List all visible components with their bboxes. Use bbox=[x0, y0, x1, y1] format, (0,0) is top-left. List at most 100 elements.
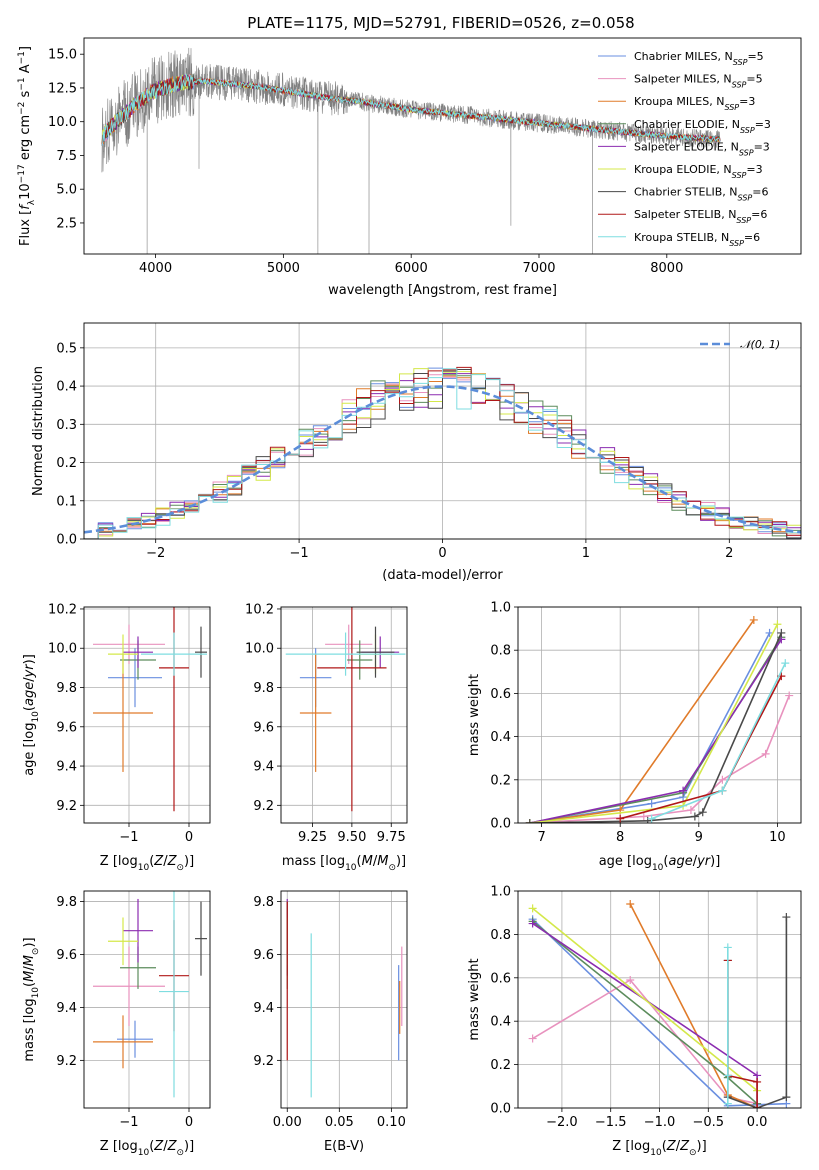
y-tick-label: 9.6 bbox=[253, 720, 274, 735]
y-tick-label: 0.3 bbox=[56, 418, 77, 433]
x-axis-label: E(B-V) bbox=[324, 1139, 364, 1154]
y-axis-label: mass weight bbox=[467, 674, 482, 756]
x-tick-label: 4000 bbox=[139, 261, 172, 276]
errorbar-point bbox=[325, 624, 373, 664]
x-axis-label: Z [log10(Z/Z⊙)] bbox=[100, 1139, 194, 1158]
y-tick-label: 9.8 bbox=[56, 681, 77, 696]
errorbar-point bbox=[123, 636, 153, 668]
y-tick-label: 10.0 bbox=[48, 642, 77, 657]
x-tick-label: 7 bbox=[537, 830, 545, 845]
point-marker bbox=[626, 900, 635, 909]
x-tick-label: 0 bbox=[438, 546, 446, 561]
point-marker bbox=[761, 749, 770, 758]
y-tick-label: 10.2 bbox=[48, 602, 77, 617]
point-marker bbox=[781, 659, 790, 668]
point-marker bbox=[647, 799, 656, 808]
x-tick-label: 8000 bbox=[650, 261, 683, 276]
x-tick-label: 5000 bbox=[267, 261, 300, 276]
mass-weight-series bbox=[626, 900, 762, 1108]
y-tick-label: 9.2 bbox=[253, 799, 274, 814]
y-tick-label: 9.4 bbox=[253, 1001, 274, 1016]
x-tick-label: −1.5 bbox=[595, 1115, 627, 1130]
panel-residuals: −2 −1 0 1 2 0.0 0.1 0.2 0.3 0.4 0.5 𝒩(0, 1) (data-mo… bbox=[31, 322, 802, 583]
x-axis-label: (data-model)/error bbox=[382, 568, 503, 583]
x-tick-label: −1 bbox=[290, 546, 309, 561]
y-tick-label: 12.5 bbox=[48, 81, 77, 96]
x-tick-label: 0.00 bbox=[273, 1115, 302, 1130]
point-marker bbox=[753, 1077, 762, 1086]
panel-age-vs-Z: −1 0 9.2 9.4 9.6 9.8 10.0 10.2 Z [log10(Z/Z⊙)] ag… bbox=[22, 602, 211, 873]
errorbar-point bbox=[347, 640, 373, 680]
y-tick-label: 1.0 bbox=[490, 601, 511, 616]
panel-mass-vs-Z: −1 0 9.2 9.4 9.6 9.8 Z [log10(Z/Z⊙)] mass [log1… bbox=[22, 890, 211, 1158]
point-marker bbox=[528, 1034, 537, 1043]
x-tick-label: −1 bbox=[119, 830, 138, 845]
legend-entry: Kroupa MILES, NSSP=3 bbox=[634, 95, 755, 112]
legend-entry: Chabrier STELIB, NSSP=6 bbox=[634, 186, 768, 203]
model-spectrum-line bbox=[101, 72, 721, 147]
y-axis-label: mass weight bbox=[467, 958, 482, 1040]
axes-frame bbox=[83, 890, 211, 1109]
figure-title: PLATE=1175, MJD=52791, FIBERID=0526, z=0… bbox=[247, 14, 634, 32]
errorbar-point bbox=[108, 634, 138, 674]
x-tick-label: 0.0 bbox=[747, 1115, 768, 1130]
axes-frame bbox=[83, 322, 802, 540]
point-marker bbox=[782, 1093, 791, 1102]
y-tick-label: 0.0 bbox=[490, 1102, 511, 1117]
y-tick-label: 15.0 bbox=[48, 48, 77, 63]
y-tick-label: 1.0 bbox=[490, 885, 511, 900]
point-marker bbox=[785, 691, 794, 700]
legend-entry: 𝒩(0, 1) bbox=[740, 338, 780, 351]
y-axis-label: Normed distribution bbox=[31, 366, 46, 496]
mass-weight-series bbox=[525, 691, 794, 823]
x-tick-label: 9.25 bbox=[298, 830, 327, 845]
plot-area bbox=[528, 900, 791, 1108]
plot-area bbox=[285, 607, 406, 812]
panel-spectrum: 4000 5000 6000 7000 8000 2.5 5.0 7.5 10.0 12.5 15.… bbox=[17, 37, 802, 298]
x-axis-label: Z [log10(Z/Z⊙)] bbox=[100, 854, 194, 873]
point-marker bbox=[782, 913, 791, 922]
x-tick-label: 0.10 bbox=[377, 1115, 406, 1130]
x-tick-label: 0.05 bbox=[325, 1115, 354, 1130]
errorbar-point bbox=[159, 891, 189, 1098]
y-tick-label: 9.8 bbox=[253, 681, 274, 696]
errorbar-point bbox=[93, 624, 165, 664]
y-tick-label: 9.2 bbox=[56, 1054, 77, 1069]
x-tick-label: 9.75 bbox=[377, 830, 406, 845]
y-tick-label: 0.2 bbox=[56, 456, 77, 471]
point-marker bbox=[616, 814, 625, 823]
errorbar-point bbox=[299, 654, 332, 772]
x-tick-label: 1 bbox=[582, 546, 590, 561]
errorbar-point bbox=[123, 898, 153, 963]
point-marker bbox=[647, 814, 656, 823]
y-tick-label: 7.5 bbox=[56, 149, 77, 164]
x-tick-label: 7000 bbox=[522, 261, 555, 276]
x-tick-label: 9 bbox=[695, 830, 703, 845]
errorbar-point bbox=[195, 626, 207, 678]
point-marker bbox=[686, 806, 695, 815]
x-tick-label: 2 bbox=[725, 546, 733, 561]
y-tick-label: 9.4 bbox=[56, 1001, 77, 1016]
mass-weight-series bbox=[528, 975, 762, 1108]
y-tick-label: 10.2 bbox=[245, 602, 274, 617]
y-tick-label: 0.4 bbox=[490, 1015, 511, 1030]
x-tick-label: −2.0 bbox=[546, 1115, 578, 1130]
legend-entry: Chabrier ELODIE, NSSP=3 bbox=[634, 118, 771, 135]
errorbar-point bbox=[93, 1015, 153, 1069]
y-tick-label: 0.0 bbox=[56, 533, 77, 548]
axes-frame bbox=[517, 606, 802, 824]
x-tick-label: 9.50 bbox=[337, 830, 366, 845]
mass-weight-series bbox=[647, 659, 790, 823]
panels: 4000 5000 6000 7000 80002.55.07.510.012.515.… bbox=[17, 37, 802, 1158]
panel-mass-weight-vs-age: 7 8 9 10 0.0 0.2 0.4 0.6 0.8 1.0 age [log10(age/yr… bbox=[467, 601, 802, 873]
y-tick-label: 0.0 bbox=[490, 817, 511, 832]
axes-frame bbox=[517, 890, 802, 1109]
x-tick-label: 0 bbox=[185, 830, 193, 845]
y-tick-label: 0.6 bbox=[490, 971, 511, 986]
point-marker bbox=[679, 786, 688, 795]
errorbar-point bbox=[356, 626, 395, 678]
point-marker bbox=[528, 919, 537, 928]
legend-entry: Salpeter MILES, NSSP=5 bbox=[634, 73, 763, 90]
point-marker bbox=[690, 812, 699, 821]
